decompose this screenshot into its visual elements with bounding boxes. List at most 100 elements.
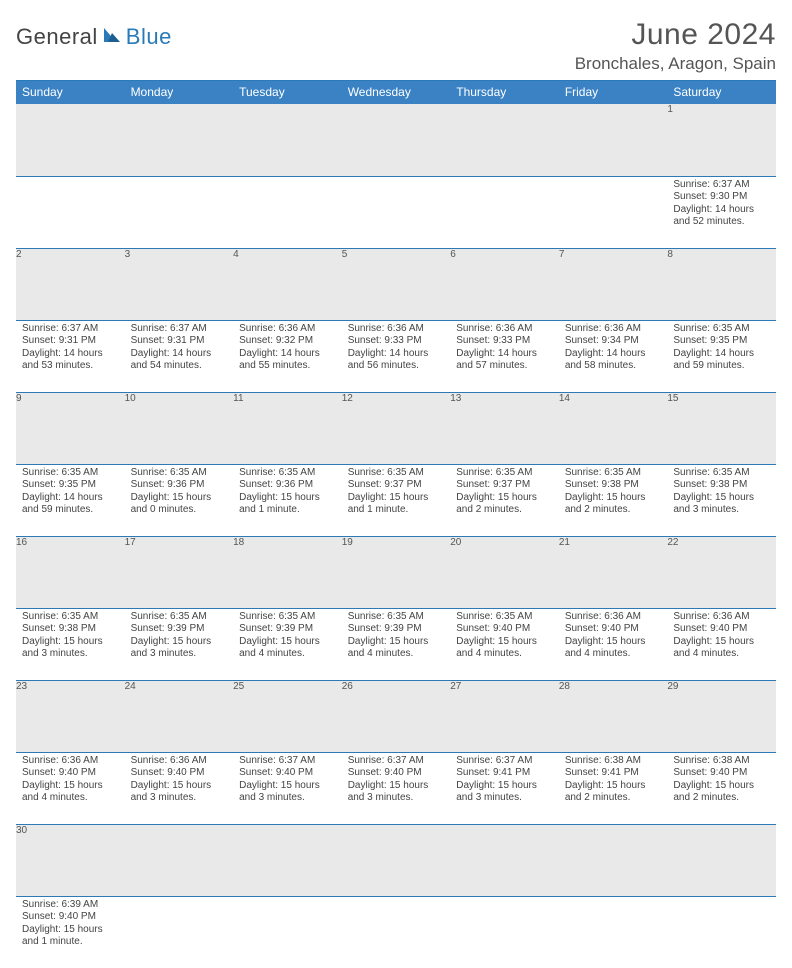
sunrise-text: Sunrise: 6:36 AM — [456, 323, 553, 336]
day-number: 18 — [233, 536, 342, 608]
day-header: Thursday — [450, 81, 559, 104]
sunset-text: Sunset: 9:36 PM — [131, 479, 228, 492]
sunrise-text: Sunrise: 6:35 AM — [131, 467, 228, 480]
brand-part1: General — [16, 24, 98, 50]
sunset-text: Sunset: 9:38 PM — [673, 479, 770, 492]
daylight-text: Daylight: 15 hours and 4 minutes. — [348, 636, 445, 661]
day-number — [125, 104, 234, 176]
brand-logo: General Blue — [16, 24, 172, 50]
sunset-text: Sunset: 9:31 PM — [131, 335, 228, 348]
day-cell: Sunrise: 6:37 AMSunset: 9:41 PMDaylight:… — [450, 752, 559, 824]
day-cell: Sunrise: 6:35 AMSunset: 9:38 PMDaylight:… — [559, 464, 668, 536]
day-number: 20 — [450, 536, 559, 608]
day-number: 11 — [233, 392, 342, 464]
sunrise-text: Sunrise: 6:35 AM — [239, 611, 336, 624]
day-cell: Sunrise: 6:38 AMSunset: 9:41 PMDaylight:… — [559, 752, 668, 824]
daylight-text: Daylight: 14 hours and 56 minutes. — [348, 348, 445, 373]
daylight-text: Daylight: 14 hours and 54 minutes. — [131, 348, 228, 373]
day-number — [559, 104, 668, 176]
day-cell: Sunrise: 6:38 AMSunset: 9:40 PMDaylight:… — [667, 752, 776, 824]
day-number: 25 — [233, 680, 342, 752]
sunrise-text: Sunrise: 6:35 AM — [131, 611, 228, 624]
sail-icon — [102, 26, 122, 49]
day-cell — [559, 896, 668, 968]
daylight-text: Daylight: 15 hours and 0 minutes. — [131, 492, 228, 517]
day-number — [125, 824, 234, 896]
daylight-text: Daylight: 15 hours and 1 minute. — [239, 492, 336, 517]
sunrise-text: Sunrise: 6:36 AM — [22, 755, 119, 768]
calendar-table: SundayMondayTuesdayWednesdayThursdayFrid… — [16, 81, 776, 968]
day-cell: Sunrise: 6:37 AMSunset: 9:40 PMDaylight:… — [342, 752, 451, 824]
day-number: 17 — [125, 536, 234, 608]
sunrise-text: Sunrise: 6:36 AM — [673, 611, 770, 624]
day-cell: Sunrise: 6:36 AMSunset: 9:32 PMDaylight:… — [233, 320, 342, 392]
sunset-text: Sunset: 9:41 PM — [456, 767, 553, 780]
daylight-text: Daylight: 14 hours and 52 minutes. — [673, 204, 770, 229]
day-header: Tuesday — [233, 81, 342, 104]
daynum-row: 1 — [16, 104, 776, 176]
day-number: 1 — [667, 104, 776, 176]
sunset-text: Sunset: 9:35 PM — [673, 335, 770, 348]
day-cell: Sunrise: 6:35 AMSunset: 9:38 PMDaylight:… — [16, 608, 125, 680]
day-cell — [667, 896, 776, 968]
day-cell: Sunrise: 6:35 AMSunset: 9:38 PMDaylight:… — [667, 464, 776, 536]
sunrise-text: Sunrise: 6:37 AM — [673, 179, 770, 192]
daylight-text: Daylight: 15 hours and 2 minutes. — [456, 492, 553, 517]
day-number: 9 — [16, 392, 125, 464]
day-cell: Sunrise: 6:36 AMSunset: 9:34 PMDaylight:… — [559, 320, 668, 392]
daynum-row: 9101112131415 — [16, 392, 776, 464]
day-cell: Sunrise: 6:36 AMSunset: 9:40 PMDaylight:… — [16, 752, 125, 824]
sunrise-text: Sunrise: 6:35 AM — [673, 467, 770, 480]
sunrise-text: Sunrise: 6:38 AM — [565, 755, 662, 768]
daylight-text: Daylight: 14 hours and 57 minutes. — [456, 348, 553, 373]
sunset-text: Sunset: 9:40 PM — [131, 767, 228, 780]
day-number — [450, 104, 559, 176]
daylight-text: Daylight: 15 hours and 3 minutes. — [348, 780, 445, 805]
daylight-text: Daylight: 15 hours and 2 minutes. — [565, 492, 662, 517]
day-cell: Sunrise: 6:36 AMSunset: 9:40 PMDaylight:… — [559, 608, 668, 680]
daylight-text: Daylight: 15 hours and 2 minutes. — [565, 780, 662, 805]
day-cell: Sunrise: 6:35 AMSunset: 9:39 PMDaylight:… — [125, 608, 234, 680]
page-header: General Blue June 2024 Bronchales, Arago… — [16, 18, 776, 74]
sunrise-text: Sunrise: 6:35 AM — [456, 611, 553, 624]
day-cell: Sunrise: 6:35 AMSunset: 9:39 PMDaylight:… — [233, 608, 342, 680]
daylight-text: Daylight: 14 hours and 53 minutes. — [22, 348, 119, 373]
day-cell — [342, 176, 451, 248]
day-cell: Sunrise: 6:35 AMSunset: 9:35 PMDaylight:… — [667, 320, 776, 392]
day-number — [342, 104, 451, 176]
sunrise-text: Sunrise: 6:35 AM — [456, 467, 553, 480]
daylight-text: Daylight: 15 hours and 1 minute. — [22, 924, 119, 949]
sunrise-text: Sunrise: 6:36 AM — [348, 323, 445, 336]
sunset-text: Sunset: 9:37 PM — [348, 479, 445, 492]
sunrise-text: Sunrise: 6:39 AM — [22, 899, 119, 912]
day-number: 7 — [559, 248, 668, 320]
day-number — [233, 824, 342, 896]
sunrise-text: Sunrise: 6:36 AM — [565, 611, 662, 624]
sunset-text: Sunset: 9:40 PM — [673, 767, 770, 780]
day-cell: Sunrise: 6:35 AMSunset: 9:36 PMDaylight:… — [125, 464, 234, 536]
day-cell: Sunrise: 6:36 AMSunset: 9:40 PMDaylight:… — [125, 752, 234, 824]
location: Bronchales, Aragon, Spain — [575, 54, 776, 74]
week-row: Sunrise: 6:37 AMSunset: 9:31 PMDaylight:… — [16, 320, 776, 392]
day-number: 29 — [667, 680, 776, 752]
day-cell: Sunrise: 6:37 AMSunset: 9:31 PMDaylight:… — [16, 320, 125, 392]
sunset-text: Sunset: 9:35 PM — [22, 479, 119, 492]
day-header-row: SundayMondayTuesdayWednesdayThursdayFrid… — [16, 81, 776, 104]
week-row: Sunrise: 6:35 AMSunset: 9:38 PMDaylight:… — [16, 608, 776, 680]
day-cell: Sunrise: 6:37 AMSunset: 9:40 PMDaylight:… — [233, 752, 342, 824]
day-cell — [16, 176, 125, 248]
daylight-text: Daylight: 14 hours and 58 minutes. — [565, 348, 662, 373]
daynum-row: 2345678 — [16, 248, 776, 320]
day-number: 5 — [342, 248, 451, 320]
sunset-text: Sunset: 9:37 PM — [456, 479, 553, 492]
day-header: Friday — [559, 81, 668, 104]
daylight-text: Daylight: 15 hours and 2 minutes. — [673, 780, 770, 805]
day-number: 22 — [667, 536, 776, 608]
sunset-text: Sunset: 9:33 PM — [456, 335, 553, 348]
week-row: Sunrise: 6:39 AMSunset: 9:40 PMDaylight:… — [16, 896, 776, 968]
daylight-text: Daylight: 15 hours and 3 minutes. — [239, 780, 336, 805]
day-number: 8 — [667, 248, 776, 320]
day-cell: Sunrise: 6:35 AMSunset: 9:37 PMDaylight:… — [342, 464, 451, 536]
daylight-text: Daylight: 15 hours and 4 minutes. — [239, 636, 336, 661]
day-cell: Sunrise: 6:35 AMSunset: 9:36 PMDaylight:… — [233, 464, 342, 536]
